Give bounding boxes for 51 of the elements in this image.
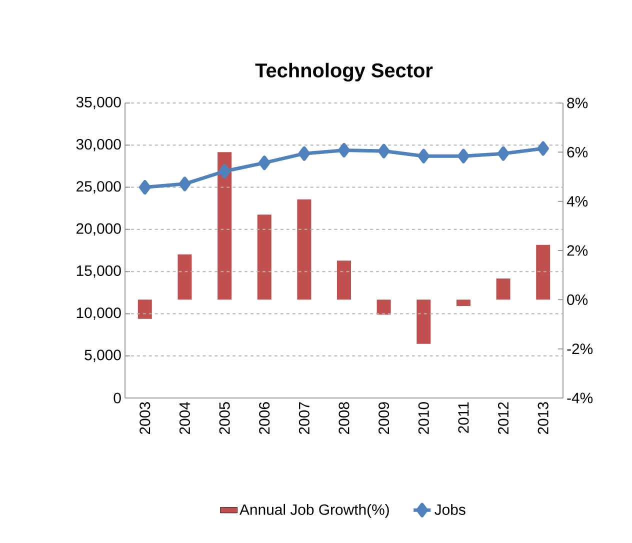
x-tick-label: 2006 [259, 402, 270, 434]
point [298, 146, 310, 161]
bar [416, 300, 431, 344]
x-tick-label: 2007 [298, 402, 310, 434]
y-tick-label: 30,000 [76, 138, 121, 152]
bar [138, 300, 152, 319]
bar [218, 152, 232, 300]
x-tick-label: 2013 [538, 402, 548, 434]
x-tick-label: 2012 [498, 402, 509, 434]
bar [178, 254, 192, 300]
y-tick-label: 15,000 [76, 265, 121, 278]
y2-tick-label: 6% [567, 146, 588, 158]
bar [257, 214, 272, 300]
y-tick-label: 5,000 [84, 350, 121, 362]
x-tick-label: 2009 [378, 402, 390, 434]
bar [536, 244, 550, 300]
x-tick-label: 2004 [179, 402, 190, 434]
bar [376, 300, 391, 315]
point [537, 141, 549, 156]
point [178, 176, 191, 192]
point [258, 156, 270, 170]
y-tick-label: 10,000 [76, 308, 121, 320]
point [458, 148, 470, 164]
x-tick-label: 2005 [219, 402, 230, 434]
point [218, 164, 230, 179]
point [338, 142, 350, 158]
point [139, 180, 151, 195]
x-tick-label: 2011 [458, 402, 469, 433]
chart-title: Technology Sector [255, 62, 433, 82]
y-tick-label: 35,000 [76, 96, 121, 110]
y2-tick-label: 2% [567, 245, 588, 256]
point [418, 148, 430, 164]
point [497, 146, 510, 161]
y2-tick-label: 4% [566, 196, 588, 207]
y-tick-label: 0 [114, 392, 121, 404]
y2-tick-label: 8% [567, 98, 588, 108]
bar [297, 199, 312, 300]
bar [456, 300, 470, 306]
bar [337, 260, 352, 300]
y-tick-label: 25,000 [76, 181, 121, 194]
y-tick-label: 20,000 [76, 223, 121, 236]
y2-tick-label: 0% [567, 294, 588, 305]
legend-label: Jobs [434, 504, 466, 515]
legend-label: Annual Job Growth(%) [240, 504, 389, 518]
x-tick-label: 2003 [140, 402, 150, 434]
x-tick-label: 2010 [418, 402, 429, 434]
y2-tick-label: -4% [567, 392, 593, 404]
bar [496, 278, 510, 300]
x-tick-label: 2008 [338, 402, 350, 434]
y2-tick-label: -2% [567, 344, 593, 354]
point [378, 144, 390, 158]
